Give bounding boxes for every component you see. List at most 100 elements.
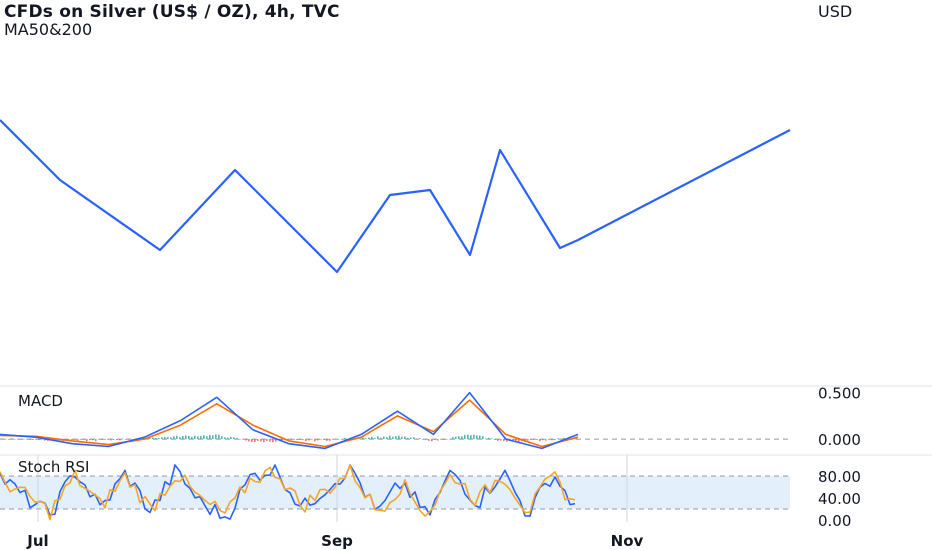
stoch-band [0,476,790,509]
currency-label: USD [818,2,853,21]
macd-histogram-bar [221,436,223,440]
macd-histogram-bar [533,439,535,440]
macd-histogram-bar [32,439,34,440]
macd-histogram-bar [194,435,196,440]
macd-histogram-bar [68,439,70,441]
macd-histogram-bar [539,439,541,442]
macd-histogram-bar [290,439,292,440]
macd-histogram-bar [101,439,103,440]
macd-histogram-bar [473,434,475,440]
stoch-tick-label: 80.00 [818,468,861,486]
macd-histogram-bar [365,438,367,440]
macd-histogram-bar [107,439,109,440]
macd-histogram-bar [263,439,265,443]
macd-histogram-bar [254,439,256,442]
macd-histogram-bar [182,436,184,440]
macd-tick-label: 0.000 [818,431,861,449]
macd-histogram-bar [401,436,403,440]
macd-histogram-bar [14,438,16,440]
macd-histogram-bar [380,437,382,440]
macd-histogram-bar [95,439,97,442]
macd-histogram-bar [302,439,304,441]
macd-histogram-bar [197,436,199,440]
macd-histogram-bar [5,439,7,440]
macd-histogram-bar [311,439,313,440]
macd-histogram-bar [110,439,112,441]
macd-histogram-bar [299,439,301,441]
macd-histogram-bar [428,439,430,441]
macd-histogram-bar [323,439,325,440]
macd-histogram-bar [44,439,46,441]
macd-histogram-bar [104,439,106,440]
macd-histogram-bar [506,439,508,442]
macd-histogram-bar [545,439,547,441]
macd-histogram-bar [482,436,484,440]
macd-histogram-bar [161,437,163,440]
macd-histogram-bar [485,438,487,440]
macd-histogram-bar [452,437,454,440]
macd-histogram-bar [176,435,178,440]
macd-histogram-bar [233,437,235,440]
macd-histogram-bar [383,436,385,440]
macd-histogram-bar [236,438,238,440]
stoch-tick-label: 40.00 [818,490,861,508]
macd-histogram-bar [491,438,493,440]
macd-histogram-bar [461,436,463,440]
macd-histogram-bar [74,439,76,440]
macd-histogram-bar [449,438,451,440]
macd-histogram-bar [89,439,91,441]
macd-histogram-bar [275,439,277,442]
macd-histogram-bar [431,439,433,442]
macd-histogram-bar [8,439,10,440]
macd-histogram-bar [131,439,133,440]
macd-histogram-bar [551,439,553,441]
macd-histogram-bar [563,437,565,440]
macd-histogram-bar [458,436,460,440]
macd-histogram-bar [413,437,415,440]
macd-histogram-bar [404,436,406,440]
macd-histogram-bar [497,439,499,441]
macd-histogram-bar [476,435,478,440]
macd-histogram-bar [479,435,481,440]
macd-histogram-bar [425,439,427,440]
macd-histogram-bar [362,437,364,440]
macd-histogram-bar [206,436,208,440]
macd-histogram-bar [11,438,13,440]
time-tick-label: Jul [26,532,48,550]
macd-histogram-bar [191,436,193,440]
macd-histogram-bar [554,439,556,441]
macd-histogram-bar [86,439,88,442]
macd-histogram-bar [272,439,274,443]
macd-histogram-bar [215,434,217,440]
macd-histogram-bar [92,439,94,441]
macd-histogram-bar [23,438,25,440]
macd-histogram-bar [296,439,298,440]
macd-histogram-bar [218,434,220,440]
macd-histogram-bar [26,439,28,440]
macd-histogram-bar [527,439,529,441]
macd-histogram-bar [530,439,532,441]
macd-histogram-bar [416,438,418,440]
macd-histogram-bar [242,439,244,440]
macd-histogram-bar [575,438,577,440]
macd-histogram-bar [245,439,247,441]
macd-histogram-bar [374,437,376,440]
macd-histogram-bar [116,439,118,441]
macd-histogram-bar [293,439,295,441]
macd-histogram-bar [155,437,157,440]
macd-histogram-bar [179,437,181,440]
stoch-pane-label: Stoch RSI [18,458,90,476]
macd-histogram-bar [317,439,319,441]
macd-histogram-bar [548,439,550,440]
macd-histogram-bar [464,434,466,440]
macd-histogram-bar [503,439,505,442]
macd-histogram-bar [494,439,496,441]
macd-histogram-bar [119,439,121,441]
macd-histogram-bar [167,436,169,440]
macd-histogram-bar [83,439,85,440]
macd-histogram-bar [266,439,268,441]
macd-histogram-bar [470,435,472,440]
macd-histogram-bar [173,436,175,440]
macd-histogram-bar [38,439,40,441]
